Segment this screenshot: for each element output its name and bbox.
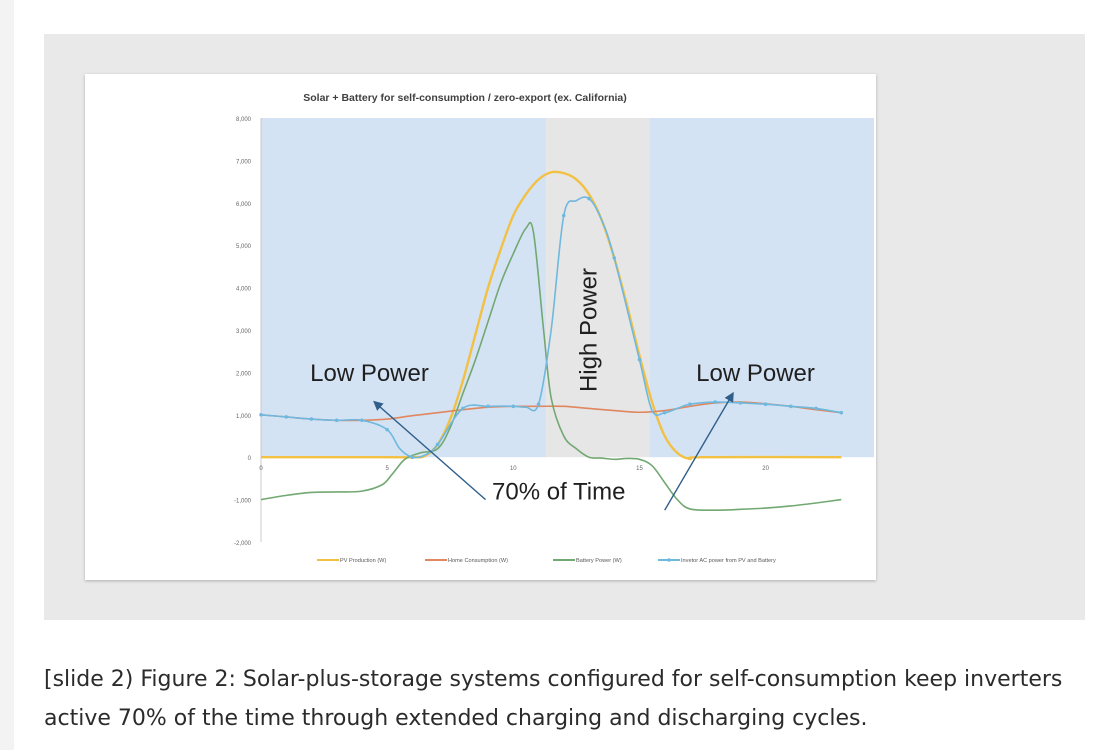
series-line-2 <box>260 221 842 512</box>
figure-caption: [slide 2) Figure 2: Solar-plus-storage s… <box>44 667 1063 731</box>
series-point <box>738 401 743 405</box>
series-point <box>587 196 591 201</box>
annotation-label-2: High Power <box>576 268 603 392</box>
left-sidebar-edge <box>0 0 14 750</box>
y-tick-label: 2,000 <box>236 371 252 377</box>
legend-label-2: Battery Power (W) <box>576 558 622 564</box>
series-point <box>461 406 465 411</box>
y-tick-label: 7,000 <box>236 159 252 165</box>
series-point <box>309 417 314 421</box>
legend-label-0: PV Production (W) <box>340 558 386 564</box>
shaded-region-1 <box>546 118 650 458</box>
series-point <box>612 256 617 260</box>
x-tick-label: 0 <box>259 466 263 472</box>
series-point <box>561 213 566 218</box>
x-tick-label: 20 <box>762 466 769 472</box>
y-tick-label: 5,000 <box>236 244 252 250</box>
series-point <box>814 406 818 411</box>
annotation-arrow-1 <box>664 391 734 511</box>
y-tick-label: -2,000 <box>234 541 252 547</box>
annotation-label-3: 70% of Time <box>492 479 625 506</box>
series-point <box>536 402 541 407</box>
series-point <box>334 418 339 423</box>
chart-title: Solar + Battery for self-consumption / z… <box>303 92 627 104</box>
annotation-label-1: Low Power <box>696 360 815 387</box>
series-point <box>259 413 263 417</box>
y-tick-label: 6,000 <box>236 202 252 208</box>
x-tick-label: 10 <box>510 466 517 472</box>
annotation-arrow-0 <box>373 400 487 501</box>
annotation-label-0: Low Power <box>310 360 429 387</box>
series-point <box>688 402 692 407</box>
series-point <box>410 455 415 460</box>
x-tick-label: 15 <box>636 466 643 472</box>
legend-label-3: Invetor AC power from PV and Battery <box>681 558 776 564</box>
series-point <box>839 410 844 415</box>
y-tick-label: -1,000 <box>234 499 252 505</box>
chart-card: 8,000 7,000 6,000 5,000 4,000 3,000 2,000 1,000… <box>85 74 876 580</box>
legend-marker-3 <box>667 558 671 562</box>
series-point <box>435 442 440 447</box>
x-tick-label: 5 <box>385 466 389 472</box>
series-point <box>486 404 490 409</box>
y-tick-label: 4,000 <box>236 287 252 293</box>
series-point <box>713 400 717 404</box>
series-point <box>763 402 768 407</box>
series-point <box>360 418 364 423</box>
series-point <box>662 410 667 415</box>
series-point <box>284 415 289 419</box>
legend-label-1: Home Consumption (W) <box>448 558 508 564</box>
y-tick-label: 8,000 <box>236 117 252 123</box>
y-tick-label: 3,000 <box>236 329 252 335</box>
series-point <box>511 404 516 409</box>
y-tick-label: 0 <box>248 456 252 462</box>
shaded-region-2 <box>649 118 874 458</box>
series-point <box>789 404 793 409</box>
y-tick-label: 1,000 <box>236 414 252 420</box>
series-point <box>385 427 389 432</box>
series-point <box>637 357 642 362</box>
chart: 8,000 7,000 6,000 5,000 4,000 3,000 2,000 1,000… <box>234 92 874 564</box>
series-line-3 <box>260 196 842 459</box>
